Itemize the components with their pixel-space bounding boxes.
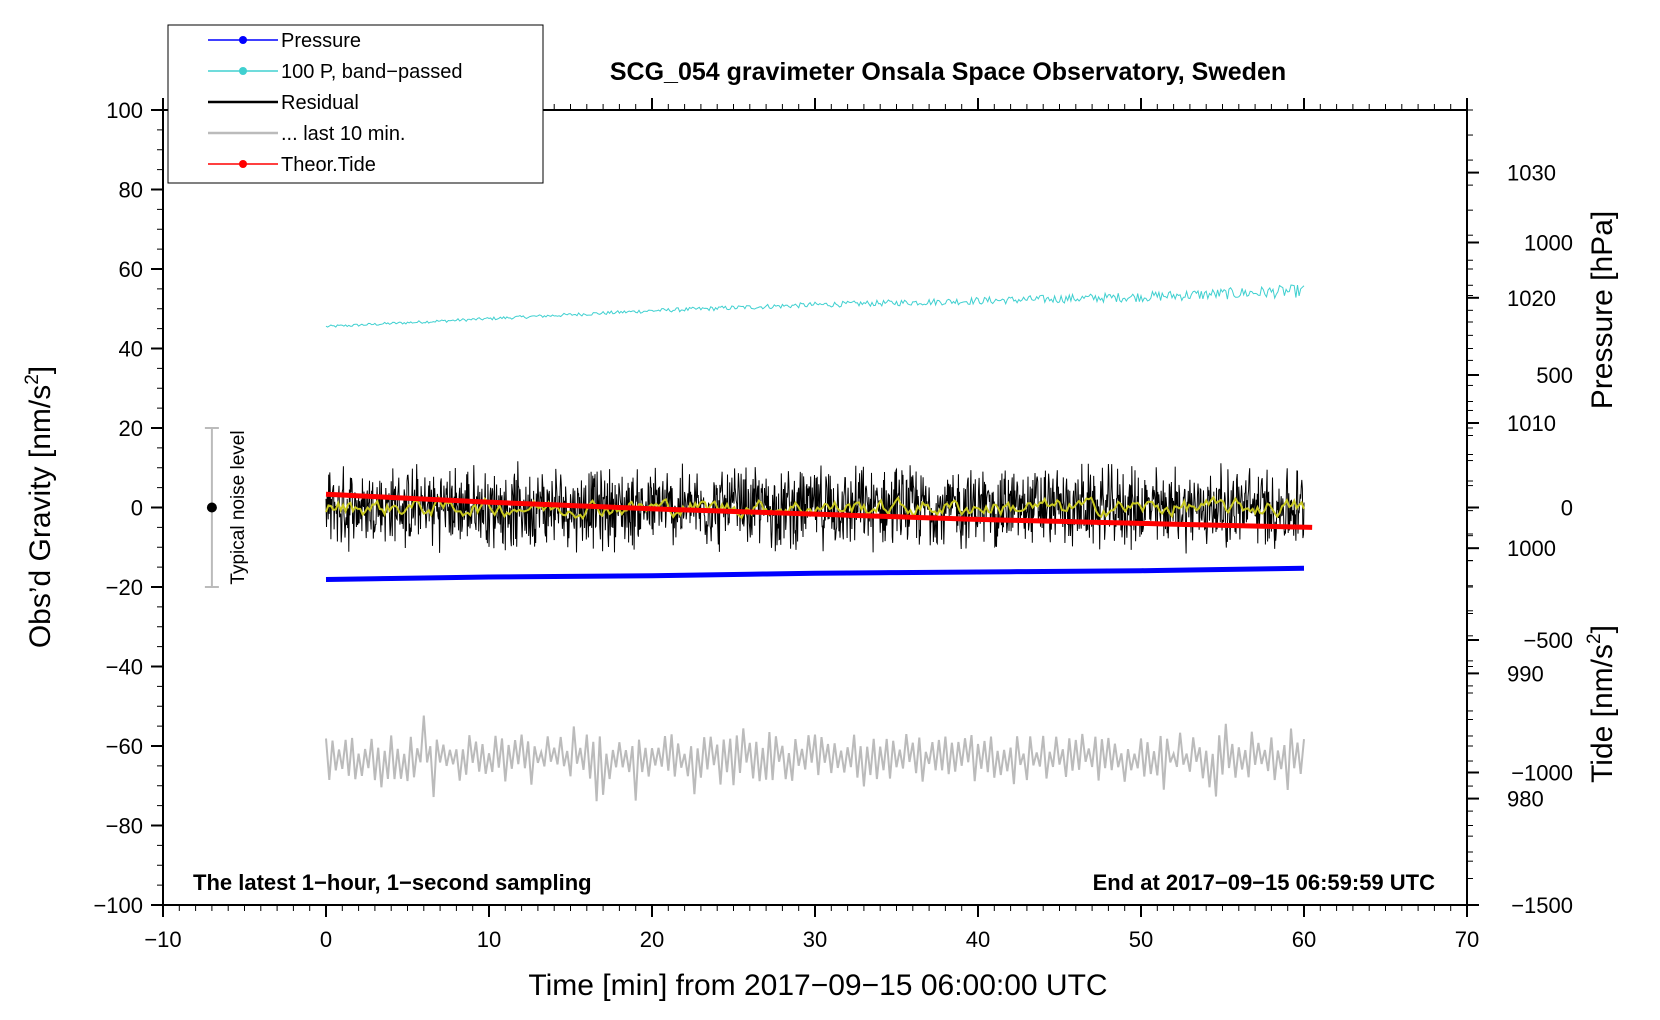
y-axis-left-label-sup: 2 <box>22 374 43 385</box>
x-tick-label: 30 <box>803 927 827 952</box>
y-tick-label: 60 <box>119 257 143 282</box>
band-passed-pressure-line <box>325 284 1305 328</box>
legend-box <box>167 24 544 184</box>
legend-marker <box>239 160 247 168</box>
y-axis-left-label: Obs’d Gravity [nm/s2] <box>22 366 57 648</box>
tide-tick-label: 500 <box>1536 363 1573 388</box>
pressure-axis-label: Pressure [hPa] <box>1586 211 1619 409</box>
x-tick-label: 20 <box>640 927 664 952</box>
y-tick-label: 40 <box>119 337 143 362</box>
tide-axis: 1000 500 0 −500 −1000 −1500 <box>1467 231 1573 918</box>
legend-label: Theor.Tide <box>281 154 376 176</box>
note-end-time: End at 2017−09−15 06:59:59 UTC <box>1093 870 1436 895</box>
legend-marker <box>239 67 247 75</box>
x-tick-label: −10 <box>144 927 181 952</box>
legend-marker <box>239 36 247 44</box>
pressure-axis: 1030 1020 1010 1000 990 980 <box>1467 161 1556 812</box>
x-axis-label: Time [min] from 2017−09−15 06:00:00 UTC <box>528 969 1107 1002</box>
tide-axis-label-sup: 2 <box>1584 633 1605 644</box>
y-tick-label: −60 <box>106 734 143 759</box>
tide-tick-label: 0 <box>1561 496 1573 521</box>
y-tick-label: 0 <box>131 496 143 521</box>
pressure-tick-label: 990 <box>1507 661 1544 686</box>
y-tick-label: −20 <box>106 575 143 600</box>
pressure-tick-label: 980 <box>1507 787 1544 812</box>
y-axis-left-label-text: Obs’d Gravity [nm/s <box>24 385 57 648</box>
y-tick-label: 100 <box>106 98 143 123</box>
tide-tick-label: −1000 <box>1511 761 1573 786</box>
plot-area: Typical noise level <box>157 104 1473 911</box>
y-tick-label: −40 <box>106 655 143 680</box>
tide-axis-label: Tide [nm/s2] <box>1584 625 1619 783</box>
legend-label: Residual <box>281 92 359 114</box>
tide-tick-label: 1000 <box>1524 231 1573 256</box>
legend: Pressure 100 P, band−passed Residual ... la… <box>167 24 544 184</box>
x-tick-label: 10 <box>477 927 501 952</box>
y-tick-label: 20 <box>119 416 143 441</box>
y-tick-label: −100 <box>93 893 143 918</box>
x-tick-label: 0 <box>320 927 332 952</box>
chart-title: SCG_054 gravimeter Onsala Space Observat… <box>610 58 1286 86</box>
pressure-line <box>325 565 1305 582</box>
legend-label: ... last 10 min. <box>281 123 406 145</box>
noise-bar-center <box>206 502 217 513</box>
x-tick-label: 70 <box>1455 927 1479 952</box>
tide-axis-label-text: Tide [nm/s <box>1586 644 1619 783</box>
y-tick-label: −80 <box>106 814 143 839</box>
noise-level-label: Typical noise level <box>228 430 249 584</box>
legend-label: 100 P, band−passed <box>281 61 462 83</box>
last-10-min-line <box>325 715 1305 802</box>
x-axis: −10 0 10 20 30 40 50 60 70 <box>144 98 1479 952</box>
legend-label: Pressure <box>281 30 361 52</box>
y-axis-left-label-close: ] <box>24 366 57 374</box>
y-tick-label: 80 <box>119 178 143 203</box>
y-axis-left: 100 80 60 40 20 0 −20 −40 −60 −80 −100 <box>93 98 163 918</box>
note-sampling: The latest 1−hour, 1−second sampling <box>193 870 592 895</box>
tide-axis-label-close: ] <box>1586 625 1619 633</box>
x-tick-label: 50 <box>1129 927 1153 952</box>
x-tick-label: 40 <box>966 927 990 952</box>
pressure-tick-label: 1020 <box>1507 286 1556 311</box>
theor-tide-line <box>325 491 1313 530</box>
pressure-tick-label: 1000 <box>1507 536 1556 561</box>
x-tick-label: 60 <box>1292 927 1316 952</box>
tide-tick-label: −1500 <box>1511 893 1573 918</box>
pressure-tick-label: 1030 <box>1507 161 1556 186</box>
tide-tick-label: −500 <box>1523 628 1573 653</box>
pressure-tick-label: 1010 <box>1507 411 1556 436</box>
